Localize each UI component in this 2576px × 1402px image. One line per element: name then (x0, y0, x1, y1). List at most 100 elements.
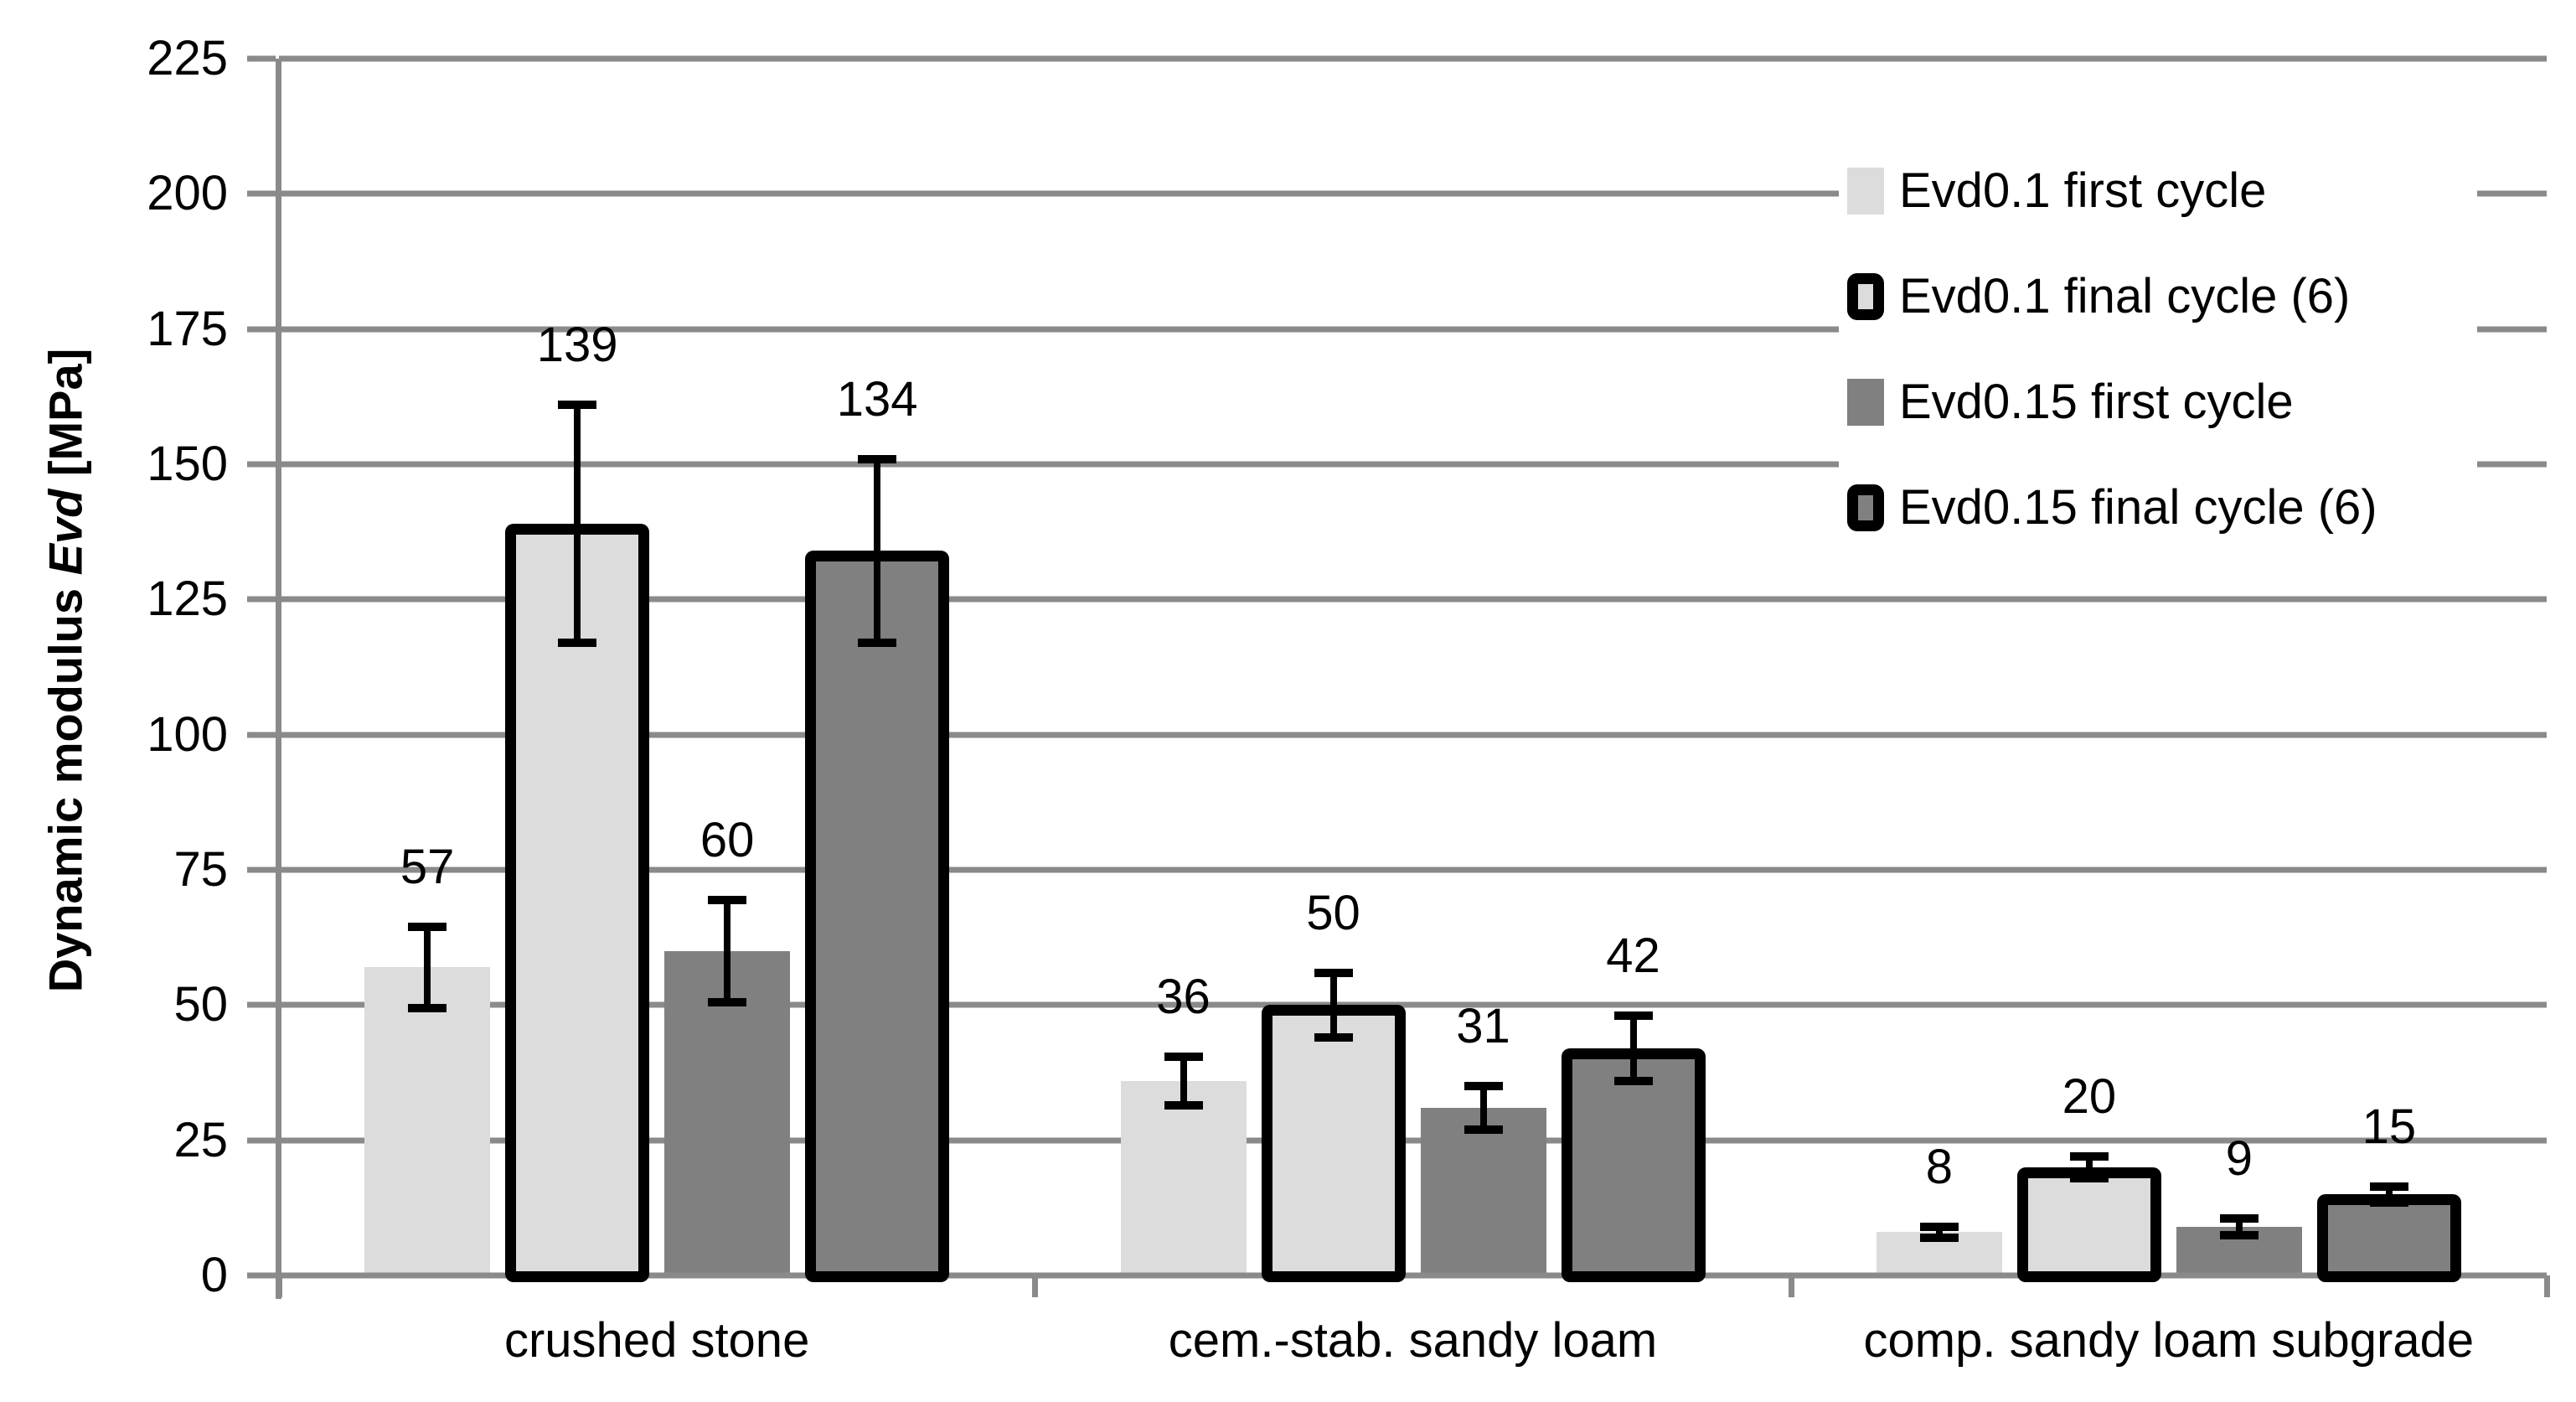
y-tick-label-125: 125 (147, 572, 228, 627)
y-axis-line (276, 59, 281, 1299)
bar-evd0.15-final-cycle-6--3 (2316, 1194, 2461, 1282)
plot-area: 57 139 60 134 36 50 31 42 8 20 9 15 Evd0.1 first cyc… (247, 55, 2550, 1299)
bar-evd0.1-first-cycle-2 (1120, 1080, 1247, 1275)
bar-evd0.1-first-cycle-1 (364, 967, 491, 1275)
legend-item-4: Evd0.15 final cycle (6) (1839, 455, 2477, 561)
y-axis-tick-mark (247, 1137, 276, 1144)
legend-swatch-icon (1847, 379, 1884, 426)
legend-item-label: Evd0.15 first cycle (1899, 375, 2294, 429)
gridline-y-100 (279, 732, 2547, 738)
legend-swatch-icon (1847, 168, 1884, 215)
gridline-y-25 (279, 1137, 2547, 1144)
legend-item-label: Evd0.1 final cycle (6) (1899, 269, 2351, 323)
legend-swatch-icon (1847, 273, 1884, 320)
legend-item-2: Evd0.1 final cycle (6) (1839, 244, 2477, 349)
error-bar-cap (408, 1003, 447, 1012)
x-category-label-2: cem.-stab. sandy loam (1168, 1313, 1658, 1368)
error-bar-line (2085, 1156, 2093, 1178)
x-axis-tick-mark (2544, 1275, 2550, 1297)
bar-evd0.1-final-cycle-6--2 (1261, 1005, 1406, 1282)
bar-evd0.15-final-cycle-6--2 (1561, 1048, 1706, 1282)
error-bar-line (1180, 1056, 1187, 1105)
error-bar-line (724, 899, 731, 1003)
bar-evd0.1-final-cycle-6--1 (505, 524, 650, 1282)
error-bar-cap (1164, 1052, 1203, 1061)
bar-evd0.15-final-cycle-6--1 (805, 551, 950, 1282)
y-tick-label-100: 100 (147, 706, 228, 762)
error-bar-cap (1613, 1011, 1653, 1021)
x-category-label-3: comp. sandy loam subgrade (1863, 1313, 2475, 1368)
y-axis-tick-mark (247, 1001, 276, 1008)
gridline-y-150 (279, 461, 2547, 468)
error-bar-line (2385, 1186, 2393, 1203)
bar-value-label: 9 (2225, 1131, 2253, 1187)
y-tick-label-25: 25 (173, 1112, 228, 1167)
y-tick-label-75: 75 (173, 842, 228, 897)
gridline-y-50 (279, 1001, 2547, 1008)
x-axis-tick-mark (1788, 1275, 1794, 1297)
error-bar-line (874, 458, 881, 643)
error-bar-line (574, 405, 581, 643)
y-axis-title-italic: Evd (39, 489, 92, 576)
gridline-y-200 (279, 190, 2547, 197)
x-category-label-1: crushed stone (503, 1313, 810, 1368)
error-bar-cap (408, 922, 447, 931)
y-tick-label-150: 150 (147, 437, 228, 491)
y-axis-tick-mark (247, 461, 276, 468)
error-bar-cap (708, 895, 747, 904)
y-axis-title-prefix: Dynamic modulus (39, 575, 92, 993)
x-axis-tick-mark (276, 1275, 282, 1297)
y-axis-tick-mark (247, 190, 276, 197)
error-bar-cap (558, 401, 597, 410)
error-bar-cap (2219, 1230, 2259, 1239)
error-bar-cap (2219, 1214, 2259, 1224)
error-bar-cap (2369, 1198, 2408, 1207)
error-bar-cap (1464, 1082, 1503, 1091)
error-bar-cap (2069, 1173, 2109, 1182)
error-bar-cap (708, 998, 747, 1007)
error-bar-cap (858, 454, 897, 463)
legend-item-1: Evd0.1 first cycle (1839, 138, 2477, 244)
error-bar-line (2235, 1218, 2243, 1235)
gridline-y-75 (279, 867, 2547, 873)
x-axis-tick-mark (1032, 1275, 1039, 1297)
bar-value-label: 134 (836, 371, 918, 427)
gridline-y-175 (279, 326, 2547, 333)
y-axis-tick-mark (247, 596, 276, 603)
bar-value-label: 8 (1925, 1139, 1953, 1194)
y-tick-label-200: 200 (147, 166, 228, 221)
bar-value-label: 15 (2362, 1099, 2417, 1154)
legend-item-label: Evd0.15 final cycle (6) (1899, 480, 2377, 535)
error-bar-line (424, 926, 431, 1008)
bar-value-label: 31 (1456, 999, 1510, 1054)
error-bar-cap (558, 638, 597, 647)
error-bar-line (1629, 1016, 1637, 1081)
y-axis-tick-mark (247, 867, 276, 873)
y-axis-tick-mark (247, 1272, 276, 1279)
error-bar-cap (1919, 1222, 1959, 1231)
error-bar-cap (1164, 1100, 1203, 1110)
legend-item-3: Evd0.15 first cycle (1839, 349, 2477, 455)
bar-value-label: 20 (2062, 1069, 2117, 1125)
bar-value-label: 36 (1156, 969, 1211, 1024)
gridline-y-125 (279, 596, 2547, 603)
legend-swatch-icon (1847, 484, 1884, 531)
error-bar-cap (1314, 968, 1353, 977)
y-tick-label-0: 0 (200, 1248, 228, 1302)
bar-value-label: 57 (400, 839, 455, 894)
error-bar-cap (2069, 1152, 2109, 1161)
bar-value-label: 139 (536, 318, 618, 373)
error-bar-cap (1464, 1125, 1503, 1134)
bar-value-label: 42 (1606, 929, 1660, 984)
bar-evd0.15-first-cycle-2 (1420, 1107, 1546, 1275)
error-bar-line (1329, 972, 1337, 1038)
error-bar-cap (1919, 1233, 1959, 1242)
y-axis-tick-mark (247, 732, 276, 738)
error-bar-cap (1314, 1033, 1353, 1042)
error-bar-line (1479, 1086, 1487, 1130)
bar-evd0.1-final-cycle-6--3 (2016, 1167, 2161, 1282)
error-bar-cap (858, 638, 897, 647)
gridline-y-225 (279, 55, 2547, 62)
bar-value-label: 60 (699, 812, 755, 867)
